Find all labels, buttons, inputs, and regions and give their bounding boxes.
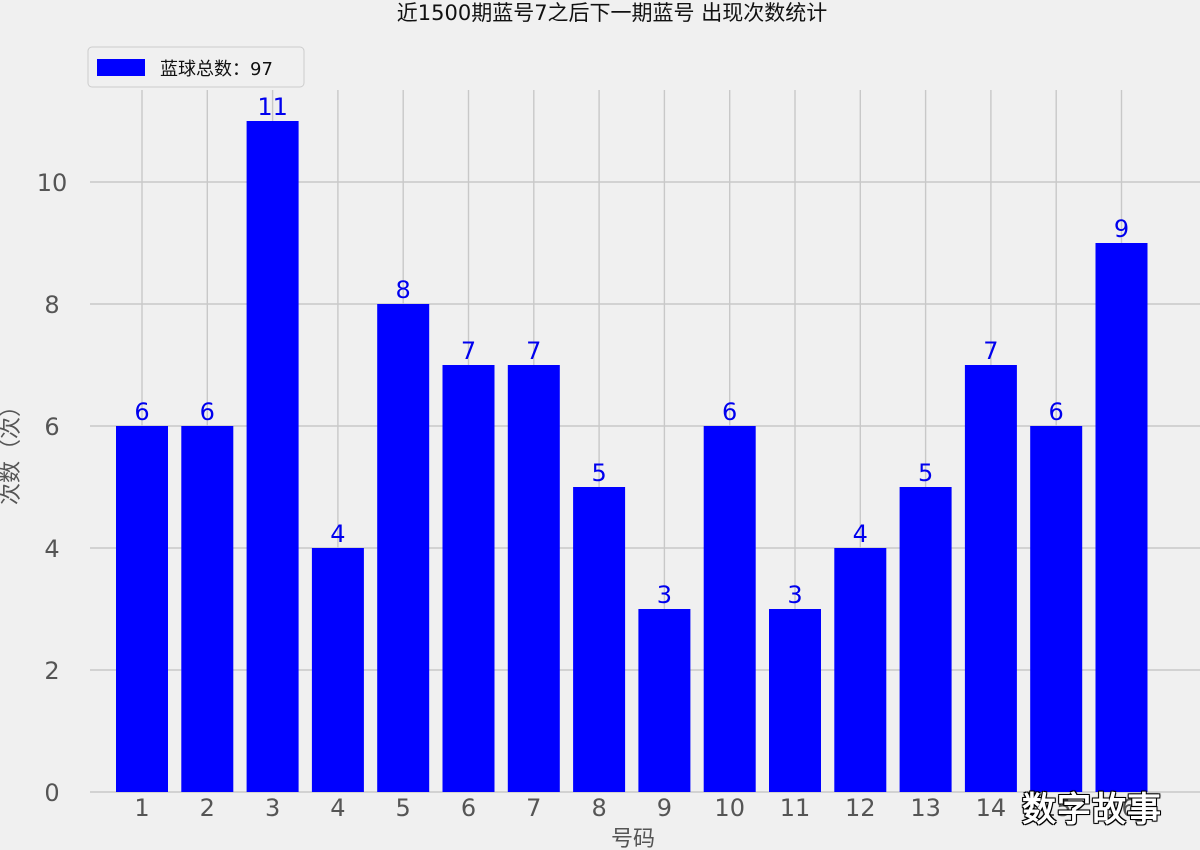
y-tick-label: 10: [37, 169, 68, 197]
y-tick-label: 0: [44, 779, 59, 807]
data-label-2: 6: [200, 398, 215, 426]
y-tick-label: 2: [44, 657, 59, 685]
y-tick-label: 8: [44, 291, 59, 319]
data-label-1: 6: [134, 398, 149, 426]
data-label-7: 7: [526, 337, 541, 365]
bar-13: [899, 487, 952, 792]
bar-10: [703, 426, 756, 792]
data-label-5: 8: [396, 276, 411, 304]
y-tick-label: 6: [44, 413, 59, 441]
bar-12: [834, 548, 887, 792]
x-tick-label-7: 7: [526, 794, 541, 822]
legend-box: [87, 46, 305, 88]
x-axis-label: 号码: [611, 827, 655, 850]
x-tick-label-14: 14: [976, 794, 1007, 822]
x-tick-label-2: 2: [200, 794, 215, 822]
chart-title: 近1500期蓝号7之后下一期蓝号 出现次数统计: [397, 1, 827, 25]
bars: [116, 121, 1148, 792]
legend-swatch: [97, 59, 145, 76]
bar-3: [246, 121, 299, 792]
data-label-4: 4: [330, 520, 345, 548]
x-tick-label-6: 6: [461, 794, 476, 822]
x-tick-label-4: 4: [330, 794, 345, 822]
data-labels: 6 6 11 4 8 7 7 5 3 6 3 4 5 7 6 9: [134, 93, 1129, 609]
data-label-6: 7: [461, 337, 476, 365]
x-tick-label-11: 11: [780, 794, 811, 822]
y-axis-label: 次数（次）: [0, 395, 24, 505]
x-tick-label-12: 12: [845, 794, 876, 822]
x-tick-label-13: 13: [910, 794, 941, 822]
x-tick-label-3: 3: [265, 794, 280, 822]
data-label-10: 6: [722, 398, 737, 426]
bar-14: [964, 365, 1017, 792]
bar-15: [1030, 426, 1083, 792]
x-tick-label-9: 9: [657, 794, 672, 822]
x-tick-label-5: 5: [396, 794, 411, 822]
data-label-13: 5: [918, 459, 933, 487]
x-tick-label-8: 8: [591, 794, 606, 822]
data-label-8: 5: [591, 459, 606, 487]
bar-8: [573, 487, 626, 792]
legend: 蓝球总数：97: [87, 46, 305, 88]
data-label-15: 6: [1049, 398, 1064, 426]
data-label-12: 4: [853, 520, 868, 548]
bar-16: [1095, 243, 1148, 792]
watermark: 数字故事: [1022, 790, 1162, 830]
data-label-11: 3: [787, 581, 802, 609]
x-tick-label-16: 16: [1106, 794, 1137, 822]
data-label-3: 11: [257, 93, 288, 121]
bar-6: [442, 365, 495, 792]
data-label-16: 9: [1114, 215, 1129, 243]
data-label-9: 3: [657, 581, 672, 609]
bar-4: [311, 548, 364, 792]
bar-7: [507, 365, 560, 792]
bar-2: [181, 426, 234, 792]
bar-11: [769, 609, 821, 792]
bar-5: [377, 304, 430, 792]
bar-9: [638, 609, 691, 792]
x-tick-label-15: 15: [1041, 794, 1072, 822]
x-tick-label-1: 1: [134, 794, 149, 822]
legend-label: 蓝球总数：97: [160, 59, 273, 80]
y-tick-label: 4: [44, 535, 59, 563]
x-tick-label-10: 10: [714, 794, 745, 822]
data-label-14: 7: [983, 337, 998, 365]
bar-1: [116, 426, 168, 792]
